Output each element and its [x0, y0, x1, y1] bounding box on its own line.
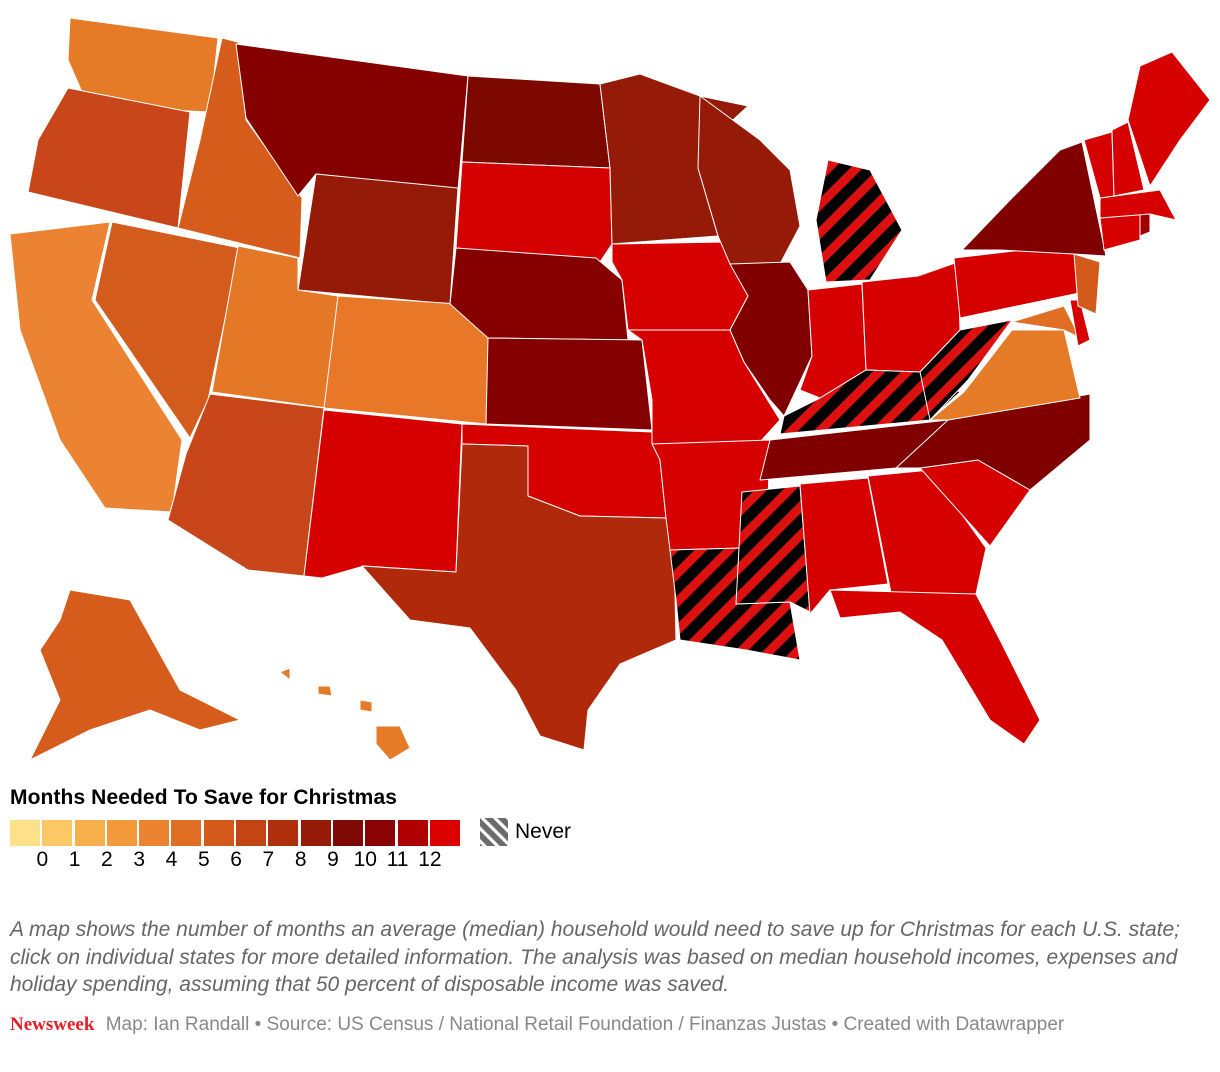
credits-text: Map: Ian Randall • Source: US Census / N…	[105, 1014, 1065, 1035]
state-new-york[interactable]	[961, 141, 1107, 257]
legend-swatch	[10, 820, 40, 846]
never-hatch-icon	[480, 818, 508, 846]
state-north-carolina[interactable]	[895, 393, 1091, 491]
legend-swatch	[139, 820, 170, 846]
legend-tick-label: 4	[165, 848, 178, 871]
state-wisconsin[interactable]	[697, 95, 801, 265]
legend-color-scale	[10, 820, 462, 846]
state-maine[interactable]	[1127, 51, 1211, 187]
state-mississippi[interactable]	[735, 485, 811, 613]
state-new-hampshire[interactable]	[1111, 121, 1145, 197]
legend-tick-label: 0	[36, 848, 49, 871]
state-new-jersey[interactable]	[1073, 253, 1101, 315]
state-nevada[interactable]	[94, 221, 241, 439]
legend-tick-label: 8	[294, 848, 307, 871]
legend-swatch	[106, 820, 137, 846]
legend-swatch	[397, 820, 428, 846]
state-illinois[interactable]	[729, 261, 813, 417]
state-connecticut[interactable]	[1099, 213, 1141, 251]
legend-never-label: Never	[515, 820, 572, 843]
legend-swatch	[236, 820, 267, 846]
legend-never-key: Never	[480, 818, 571, 846]
state-north-dakota[interactable]	[461, 75, 611, 169]
legend-tick-labels: 0 1 2 3 4 5 6 7 8 9 10 11 12	[10, 848, 470, 876]
state-michigan[interactable]	[815, 159, 903, 283]
legend-swatch	[171, 820, 202, 846]
state-delaware[interactable]	[1069, 299, 1091, 347]
legend-swatch	[300, 820, 331, 846]
legend-swatch	[332, 820, 363, 846]
state-florida[interactable]	[829, 589, 1041, 745]
legend-tick-label: 1	[68, 848, 81, 871]
legend-swatch	[365, 820, 396, 846]
state-arizona[interactable]	[167, 393, 325, 577]
legend-swatch	[74, 820, 105, 846]
newsweek-logo: Newsweek	[10, 1014, 95, 1035]
legend-swatch	[429, 820, 460, 846]
state-oregon[interactable]	[27, 87, 191, 229]
legend-swatch	[203, 820, 234, 846]
state-georgia[interactable]	[867, 469, 987, 599]
state-alabama[interactable]	[799, 477, 889, 615]
state-south-dakota[interactable]	[455, 161, 613, 263]
legend-tick-label: 3	[133, 848, 146, 871]
legend-swatch	[42, 820, 73, 846]
state-hawaii[interactable]	[279, 667, 411, 761]
state-texas[interactable]	[361, 443, 677, 751]
footer-credits: Newsweek Map: Ian Randall • Source: US C…	[10, 1012, 1210, 1038]
us-states-map	[9, 17, 1211, 761]
state-rhode-island[interactable]	[1139, 213, 1151, 237]
state-wyoming[interactable]	[297, 173, 459, 305]
state-kansas[interactable]	[485, 337, 653, 431]
state-massachusetts[interactable]	[1099, 189, 1177, 221]
legend-tick-label: 7	[262, 848, 275, 871]
legend-swatch	[268, 820, 299, 846]
state-nebraska[interactable]	[449, 247, 629, 341]
legend-tick-label: 12	[418, 848, 442, 871]
state-alaska[interactable]	[29, 589, 241, 761]
legend-tick-label: 6	[230, 848, 242, 871]
legend-tick-label: 2	[101, 848, 113, 871]
legend-tick-label: 10	[353, 848, 377, 871]
state-west-virginia[interactable]	[919, 319, 1013, 421]
legend-tick-label: 9	[327, 848, 339, 871]
legend-title: Months Needed To Save for Christmas	[10, 786, 398, 809]
legend-tick-label: 5	[197, 848, 210, 871]
legend-tick-label: 11	[386, 848, 409, 871]
state-new-mexico[interactable]	[303, 409, 463, 579]
map-description: A map shows the number of months an aver…	[10, 918, 1181, 996]
